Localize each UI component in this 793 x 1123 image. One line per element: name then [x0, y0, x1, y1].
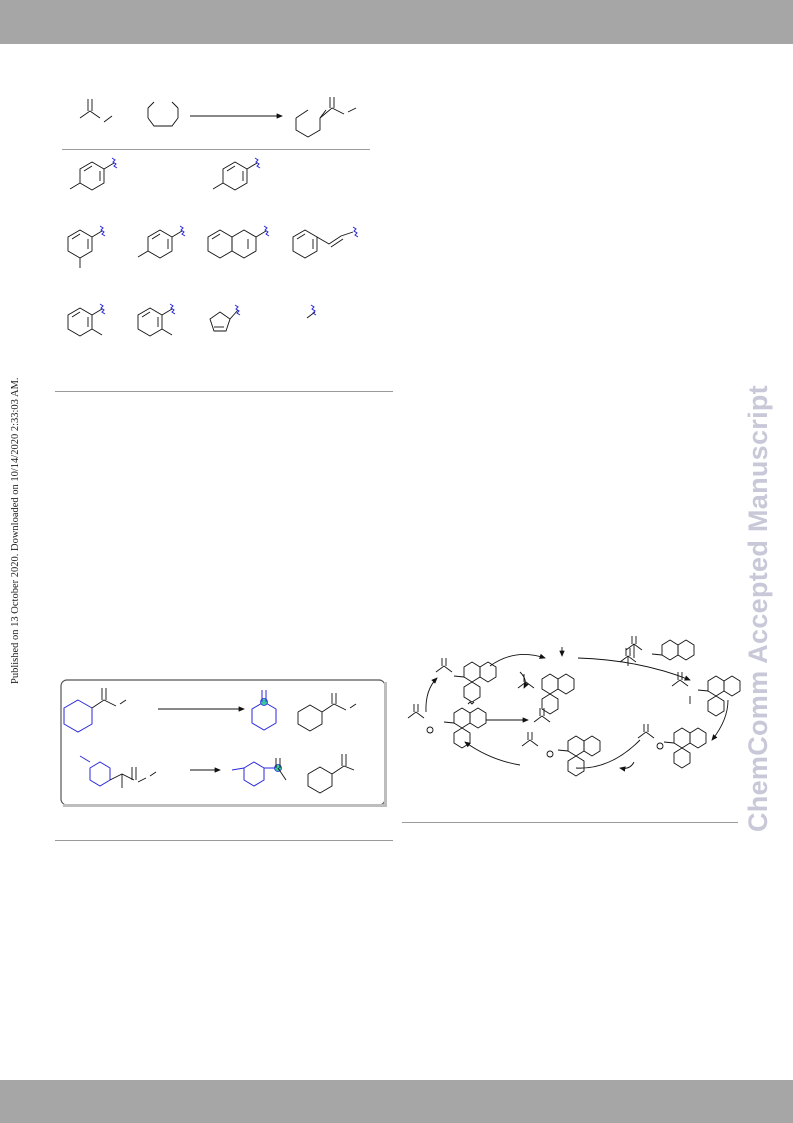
scheme-control-experiments — [60, 679, 387, 807]
cycle-arrow-right — [711, 699, 729, 741]
cycle-arrow-left — [425, 677, 438, 713]
naphthyl-complex-5 — [521, 732, 601, 777]
cycle-arrow-top — [577, 657, 691, 681]
cycle-arrow-bottom-right — [575, 739, 641, 769]
substrate-alkyl — [306, 304, 317, 319]
reagent-cyclic-amine — [147, 101, 179, 127]
column-rule-left-2 — [55, 840, 393, 841]
scheme-catalytic-cycle — [407, 636, 741, 777]
substrate-o-tolyl-1 — [67, 303, 106, 337]
footer-band — [0, 1080, 793, 1123]
substrate-o-tolyl-2 — [137, 303, 176, 337]
aryl-ketone-product — [231, 758, 287, 787]
naphthyl-complex-1 — [435, 658, 497, 705]
amide-product-2 — [307, 754, 355, 794]
substrate-2-naphthyl — [207, 225, 270, 259]
substrate-grid — [67, 157, 359, 337]
naphthyl-complex-2 — [625, 636, 695, 661]
cycle-arrow-top-left — [489, 653, 546, 667]
cycle-arrow-bottom — [464, 741, 521, 766]
substrate-p-tolyl-3 — [137, 225, 186, 259]
scheme-divider-rule — [62, 149, 370, 150]
substrate-p-tolyl-2 — [212, 157, 261, 191]
naphthyl-complex-4 — [637, 724, 707, 769]
cyclohexyl-substrate — [63, 688, 127, 733]
reagent-carbonyl — [79, 99, 113, 123]
aldehyde-substrate — [619, 648, 637, 666]
free-naphthyl-ligand — [517, 673, 575, 715]
column-rule-right — [402, 822, 738, 823]
naphthyl-complex-6 — [407, 704, 487, 749]
small-curved-arrow-1 — [519, 671, 529, 689]
product-amide — [295, 97, 357, 138]
substrate-styryl — [292, 226, 359, 259]
small-curved-arrow-2 — [619, 761, 635, 772]
released-ketone — [533, 708, 551, 723]
scheme-substrate-scope — [79, 97, 357, 138]
aryl-substrate — [79, 755, 157, 788]
substrate-p-tolyl-1 — [69, 157, 118, 191]
column-rule-left-1 — [55, 391, 393, 392]
cyclohexanone-product — [251, 690, 277, 731]
substrate-m-tolyl — [67, 225, 106, 268]
naphthyl-complex-3 — [671, 672, 741, 717]
substrate-thienyl — [209, 304, 241, 332]
header-band — [0, 0, 793, 44]
amide-product-1 — [297, 693, 357, 732]
